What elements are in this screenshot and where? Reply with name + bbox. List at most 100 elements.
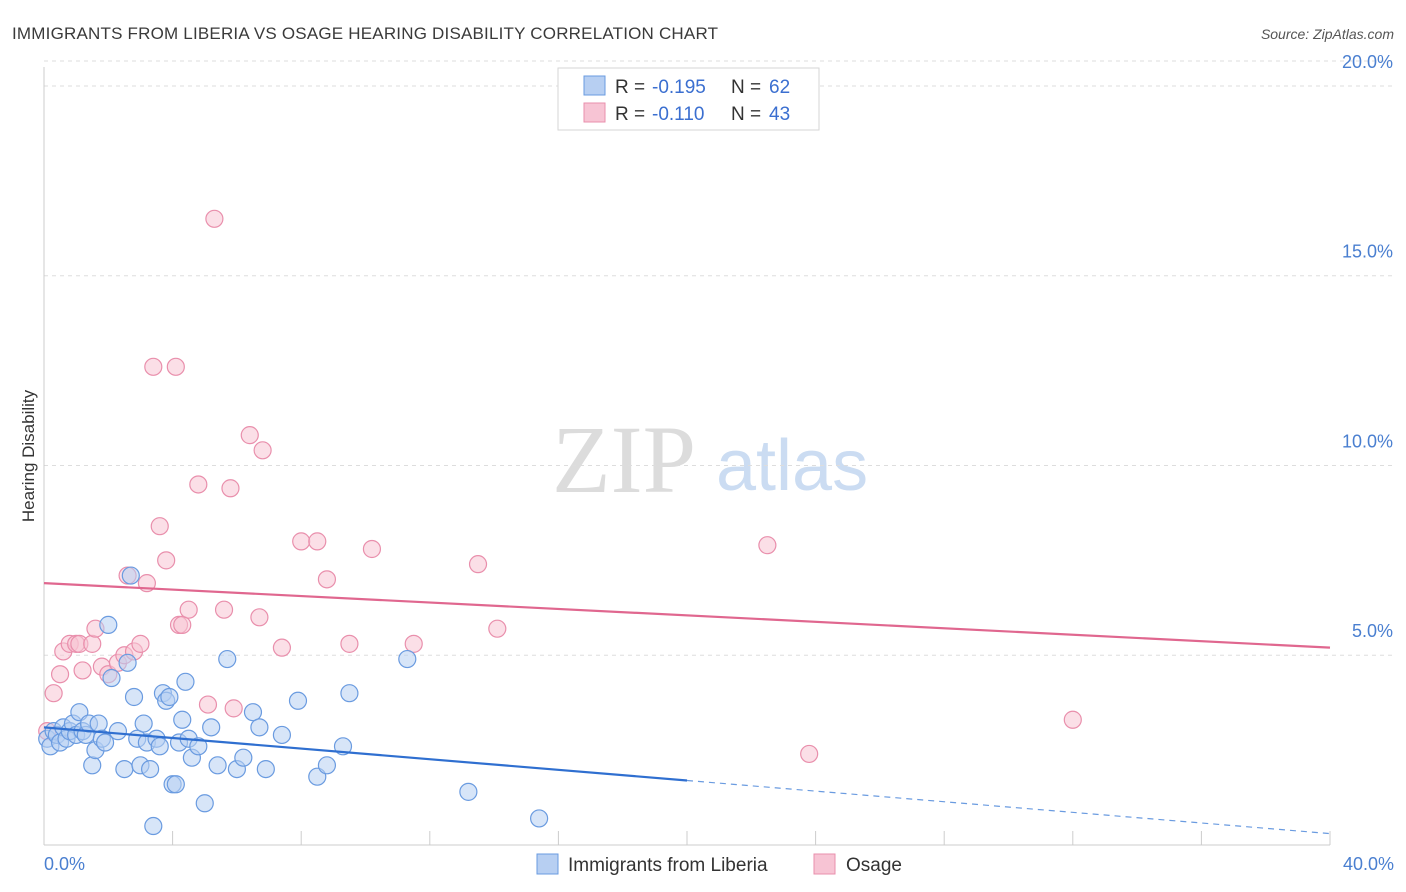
legend-n-value-2: 43	[769, 104, 790, 125]
point-liberia-31	[144, 816, 163, 836]
chart-source: Source: ZipAtlas.com	[1261, 26, 1394, 42]
point-liberia-50	[234, 748, 253, 767]
grid-lines	[44, 60, 1394, 656]
watermark: ZIP atlas	[552, 406, 868, 513]
point-liberia-36	[160, 687, 179, 707]
y-tick-label-1: 10.0%	[1342, 431, 1393, 451]
point-osage-33	[253, 441, 272, 460]
correlation-legend: R = -0.195 N = 62 R = -0.110 N = 43	[557, 67, 820, 131]
bottom-legend-label-liberia: Immigrants from Liberia	[568, 855, 768, 876]
point-liberia-25	[124, 687, 144, 707]
point-liberia-54	[272, 725, 292, 745]
legend-swatch-liberia	[583, 75, 606, 96]
point-osage-38	[340, 634, 359, 653]
legend-r-value-1: -0.195	[652, 77, 706, 98]
point-osage-36	[308, 532, 327, 551]
legend-n-label-2: N =	[731, 104, 761, 125]
point-osage-18	[144, 357, 163, 376]
point-osage-8	[83, 634, 102, 653]
point-liberia-46	[202, 718, 221, 737]
point-osage-45	[1063, 710, 1082, 729]
point-liberia-16	[89, 714, 108, 733]
point-osage-28	[214, 600, 234, 619]
point-liberia-62	[530, 809, 549, 828]
point-osage-39	[362, 539, 382, 559]
y-axis-label: Hearing Disability	[19, 389, 38, 522]
watermark-zip: ZIP	[552, 406, 696, 513]
point-liberia-47	[208, 756, 227, 775]
legend-swatch-osage	[583, 102, 606, 123]
point-osage-30	[224, 699, 243, 718]
bottom-legend-swatch-liberia	[536, 853, 559, 875]
watermark-atlas: atlas	[716, 426, 868, 506]
legend-r-label-2: R =	[615, 104, 645, 125]
point-osage-32	[250, 608, 269, 627]
point-osage-31	[240, 426, 259, 445]
legend-r-label-1: R =	[615, 77, 645, 98]
series-osage-points	[38, 209, 1082, 764]
bottom-legend-label-osage: Osage	[846, 855, 902, 876]
point-liberia-52	[250, 718, 269, 737]
point-osage-20	[157, 551, 176, 570]
point-osage-21	[166, 357, 185, 376]
point-osage-41	[468, 555, 488, 574]
y-tick-label-3: 20.0%	[1342, 52, 1393, 72]
point-liberia-60	[398, 649, 417, 669]
point-liberia-20	[102, 668, 121, 688]
point-osage-25	[189, 475, 208, 494]
point-liberia-38	[166, 775, 185, 794]
point-liberia-61	[459, 782, 478, 801]
y-tick-labels: 5.0% 10.0% 15.0% 20.0%	[1342, 52, 1393, 641]
point-liberia-44	[189, 737, 208, 756]
point-liberia-33	[150, 737, 169, 756]
point-osage-27	[205, 209, 224, 228]
y-tick-label-0: 5.0%	[1352, 621, 1393, 641]
point-osage-34	[272, 638, 292, 657]
point-liberia-58	[333, 737, 353, 756]
point-osage-42	[488, 619, 507, 638]
point-liberia-55	[288, 691, 308, 710]
point-liberia-41	[176, 672, 195, 691]
point-liberia-57	[317, 756, 337, 775]
point-liberia-48	[218, 649, 237, 669]
point-osage-40	[404, 634, 423, 653]
series-legend: Immigrants from Liberia Osage	[536, 853, 902, 876]
point-liberia-22	[115, 759, 134, 779]
point-osage-35	[292, 532, 311, 551]
point-liberia-59	[340, 684, 359, 703]
point-osage-26	[198, 695, 218, 714]
point-liberia-51	[243, 703, 263, 722]
point-liberia-45	[195, 794, 214, 813]
legend-n-label-1: N =	[731, 77, 761, 98]
y-tick-label-2: 15.0%	[1342, 242, 1393, 262]
point-liberia-14	[83, 756, 102, 775]
point-osage-43	[758, 536, 777, 555]
trend-line-liberia	[43, 726, 688, 782]
point-osage-44	[800, 744, 819, 764]
point-liberia-18	[95, 733, 115, 752]
x-tick-label-max: 40.0%	[1343, 854, 1394, 874]
chart-title: IMMIGRANTS FROM LIBERIA VS OSAGE HEARING…	[12, 24, 718, 43]
point-osage-23	[173, 615, 192, 634]
point-osage-29	[221, 479, 240, 498]
x-tick-label-min: 0.0%	[44, 854, 85, 874]
axes	[43, 67, 1331, 846]
bottom-legend-swatch-osage	[813, 853, 836, 875]
point-osage-7	[73, 661, 92, 680]
point-liberia-53	[256, 759, 275, 779]
legend-n-value-1: 62	[769, 77, 790, 98]
point-osage-16	[131, 634, 150, 653]
point-osage-24	[179, 600, 198, 619]
point-liberia-23	[118, 653, 137, 672]
point-liberia-21	[108, 722, 128, 741]
point-osage-2	[50, 665, 70, 684]
point-liberia-24	[121, 566, 140, 585]
legend-r-value-2: -0.110	[652, 104, 704, 125]
point-liberia-30	[140, 759, 160, 779]
trend-lines	[43, 582, 1331, 835]
point-liberia-40	[173, 710, 192, 729]
point-osage-1	[44, 684, 63, 703]
trend-line-liberia-extension	[686, 779, 1331, 835]
point-osage-37	[317, 570, 337, 589]
